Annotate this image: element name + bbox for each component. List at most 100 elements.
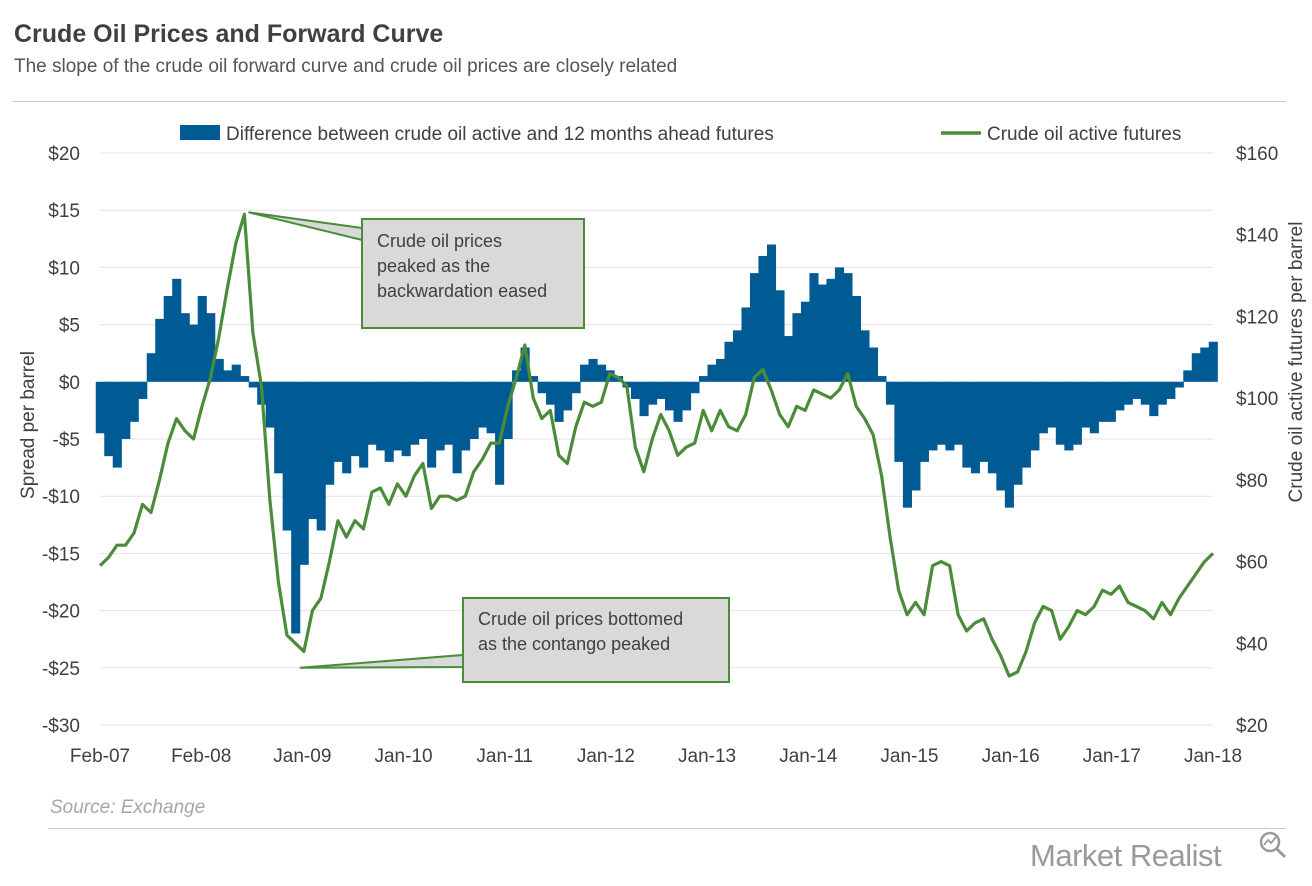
spread-bar	[95, 381, 105, 434]
spread-bar	[894, 381, 904, 462]
callout-pointer	[299, 653, 464, 669]
spread-bar	[715, 358, 726, 382]
spread-bar	[962, 381, 972, 468]
spread-bar	[231, 364, 241, 382]
spread-bar	[1200, 347, 1210, 382]
legend-label-spread: Difference between crude oil active and …	[226, 124, 774, 145]
spread-bar	[928, 381, 938, 451]
spread-bar	[809, 273, 819, 382]
spread-bar	[546, 381, 556, 405]
spread-bar	[1098, 381, 1108, 422]
spread-bar	[180, 313, 190, 382]
spread-bar	[112, 381, 122, 468]
spread-bar	[155, 318, 165, 382]
spread-bar	[681, 381, 692, 411]
left-tick-label: $5	[59, 316, 80, 337]
chart-subtitle: The slope of the crude oil forward curve…	[14, 56, 678, 77]
x-axis-ticks: Feb-07 Feb-08 Jan-09 Jan-10 Jan-11 Jan-12 Jan-…	[70, 746, 1242, 767]
spread-bar	[817, 284, 828, 382]
price-line-series	[98, 212, 1215, 678]
spread-area-series	[95, 244, 1218, 634]
left-tick-label: -$15	[42, 544, 80, 565]
right-tick-label: $160	[1236, 144, 1278, 165]
spread-bar	[384, 381, 394, 462]
spread-bar	[877, 376, 887, 382]
right-tick-label: $60	[1236, 553, 1268, 574]
right-tick-label: $120	[1236, 307, 1278, 328]
spread-bar	[563, 381, 573, 411]
spread-bar	[376, 381, 386, 451]
spread-bar	[919, 381, 929, 462]
spread-bar	[1021, 381, 1031, 468]
spread-bar	[359, 381, 369, 468]
spread-bar	[316, 381, 326, 531]
spread-bar	[274, 381, 284, 474]
left-tick-label: -$20	[42, 602, 80, 623]
magnifier-chart-icon	[1259, 831, 1287, 859]
spread-bar	[1030, 381, 1040, 451]
right-axis-ticks: $160 $140 $120 $100 $80 $60 $40 $20	[1236, 144, 1278, 737]
spread-bar	[631, 381, 641, 399]
spread-bar	[945, 381, 955, 451]
spread-bar	[639, 381, 649, 417]
spread-bar	[1106, 381, 1116, 422]
spread-bar	[1174, 381, 1184, 388]
spread-bar	[732, 330, 743, 382]
spread-bar	[1157, 381, 1167, 405]
spread-bar	[325, 381, 335, 485]
spread-bar	[452, 381, 462, 474]
spread-bar	[129, 381, 139, 422]
spread-bar	[401, 381, 411, 457]
spread-bar	[333, 381, 343, 462]
left-tick-label: $0	[59, 373, 80, 394]
spread-bar	[834, 267, 845, 382]
spread-bar	[1055, 381, 1065, 445]
spread-bar	[520, 347, 530, 382]
spread-bar	[223, 370, 233, 382]
x-tick-label: Jan-14	[779, 746, 838, 767]
spread-bar	[444, 381, 454, 445]
spread-bar	[580, 364, 590, 382]
callout-text-line: backwardation eased	[377, 281, 547, 301]
x-tick-label: Jan-09	[273, 746, 331, 767]
legend-label-price: Crude oil active futures	[987, 124, 1181, 145]
spread-bar	[138, 381, 148, 399]
spread-bar	[1140, 381, 1150, 405]
x-tick-label: Jan-10	[374, 746, 432, 767]
spread-bar	[911, 381, 921, 491]
spread-bar	[1149, 381, 1159, 417]
spread-bar	[418, 381, 428, 439]
spread-bar	[486, 381, 496, 434]
spread-bar	[698, 376, 709, 382]
left-tick-label: -$10	[42, 487, 80, 508]
spread-bar	[724, 341, 734, 382]
spread-bar	[792, 313, 802, 382]
spread-bar	[367, 381, 377, 445]
spread-bar	[749, 273, 760, 382]
source-note: Source: Exchange	[50, 797, 206, 818]
spread-bar	[588, 358, 598, 382]
spread-bar	[936, 381, 946, 445]
x-tick-label: Jan-15	[880, 746, 938, 767]
footer-divider	[48, 828, 1286, 829]
callout-text-line: peaked as the	[377, 256, 490, 276]
spread-bar	[240, 376, 250, 382]
spread-bar	[1081, 381, 1091, 428]
price-line	[98, 212, 1215, 678]
x-tick-label: Jan-11	[476, 746, 533, 767]
left-tick-label: -$30	[42, 716, 80, 737]
spread-bar	[342, 381, 352, 474]
spread-bar	[860, 330, 870, 382]
right-tick-label: $40	[1236, 634, 1268, 655]
spread-bar	[350, 381, 360, 457]
spread-bar	[104, 381, 114, 457]
spread-bar	[996, 381, 1006, 491]
spread-bar	[146, 353, 156, 382]
spread-bar	[758, 255, 768, 382]
right-tick-label: $80	[1236, 471, 1268, 492]
spread-bar	[656, 381, 666, 399]
callout-text-line: as the contango peaked	[478, 634, 670, 654]
legend: Difference between crude oil active and …	[180, 124, 1181, 145]
spread-bar	[1115, 381, 1125, 411]
